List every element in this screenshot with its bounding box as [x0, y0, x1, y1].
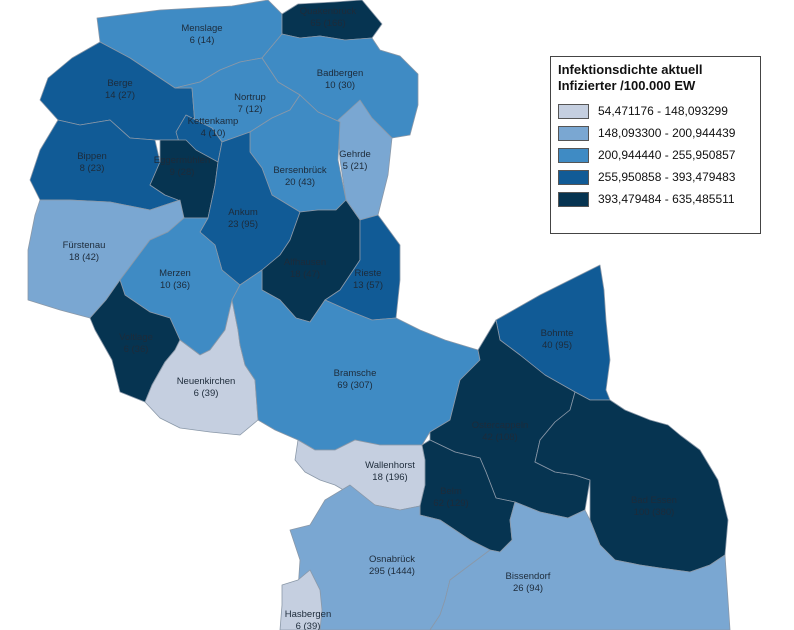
label-rieste-stats: 13 (57) — [353, 280, 383, 291]
legend-range-class5: 393,479484 - 635,485511 — [598, 192, 735, 206]
label-bissendorf-stats: 26 (94) — [513, 583, 543, 594]
label-ankum-stats: 23 (95) — [228, 219, 258, 230]
label-fuerstenau-stats: 18 (42) — [69, 252, 99, 263]
label-gehrde-name: Gehrde — [339, 149, 371, 160]
label-alfhausen-name: Alfhausen — [284, 257, 326, 268]
label-badbergen-stats: 10 (30) — [325, 80, 355, 91]
legend-row: 255,950858 - 393,479483 — [558, 166, 753, 188]
label-badessen-name: Bad Essen — [631, 495, 677, 506]
label-ostercappeln-stats: 42 (108) — [482, 432, 517, 443]
label-ankum-name: Ankum — [228, 207, 258, 218]
legend-swatch-class2 — [558, 125, 589, 141]
label-hasbergen-name: Hasbergen — [285, 609, 331, 620]
label-bohmte-stats: 40 (95) — [542, 340, 572, 351]
label-hasbergen-stats: 6 (39) — [296, 621, 321, 630]
map-legend: Infektionsdichte aktuell Infizierter /10… — [550, 56, 761, 234]
legend-title-line1: Infektionsdichte aktuell — [558, 62, 703, 77]
legend-swatch-class5 — [558, 191, 589, 207]
label-badessen-stats: 100 (380) — [634, 507, 675, 518]
label-voltlage-stats: 6 (36) — [124, 344, 149, 355]
label-bersenbrueck-stats: 20 (43) — [285, 177, 315, 188]
legend-range-class1: 54,471176 - 148,093299 — [598, 104, 728, 118]
label-gehrde-stats: 5 (21) — [343, 161, 368, 172]
label-bramsche-name: Bramsche — [334, 368, 377, 379]
legend-swatch-class1 — [558, 103, 589, 119]
legend-row: 393,479484 - 635,485511 — [558, 188, 753, 210]
label-berge-stats: 14 (27) — [105, 90, 135, 101]
label-bippen-stats: 8 (23) — [80, 163, 105, 174]
label-nortrup-stats: 7 (12) — [238, 104, 263, 115]
label-menslage-name: Menslage — [181, 23, 222, 34]
legend-title: Infektionsdichte aktuell Infizierter /10… — [558, 62, 753, 94]
label-fuerstenau-name: Fürstenau — [63, 240, 106, 251]
label-quakenbrueck-name: Quakenbrück — [300, 6, 357, 17]
label-eggermuehlen-name: Eggermühlen — [154, 155, 211, 166]
label-neuenkirchen-name: Neuenkirchen — [177, 376, 236, 387]
label-bippen-name: Bippen — [77, 151, 107, 162]
label-osnabrueck-stats: 295 (1444) — [369, 566, 415, 577]
legend-row: 148,093300 - 200,944439 — [558, 122, 753, 144]
legend-swatch-class3 — [558, 147, 589, 163]
label-rieste-name: Rieste — [355, 268, 382, 279]
label-alfhausen-stats: 18 (47) — [290, 269, 320, 280]
legend-row: 54,471176 - 148,093299 — [558, 100, 753, 122]
legend-title-line2: Infizierter /100.000 EW — [558, 78, 696, 93]
label-merzen-stats: 10 (36) — [160, 280, 190, 291]
region-ostercappeln — [429, 319, 591, 519]
label-bissendorf-name: Bissendorf — [506, 571, 551, 582]
label-menslage-stats: 6 (14) — [190, 35, 215, 46]
label-berge-name: Berge — [107, 78, 132, 89]
legend-swatch-class4 — [558, 169, 589, 185]
region-hasbergen — [279, 569, 323, 630]
label-badbergen-name: Badbergen — [317, 68, 363, 79]
region-gehrde — [337, 99, 393, 221]
legend-row: 200,944440 - 255,950857 — [558, 144, 753, 166]
label-bohmte-name: Bohmte — [541, 328, 574, 339]
region-osnabrueck — [289, 484, 491, 630]
label-kettenkamp-name: Kettenkamp — [188, 116, 239, 127]
label-ostercappeln-name: Ostercappeln — [472, 420, 529, 431]
legend-range-class3: 200,944440 - 255,950857 — [598, 148, 736, 162]
region-bissendorf — [429, 501, 731, 630]
label-bersenbrueck-name: Bersenbrück — [273, 165, 327, 176]
label-osnabrueck-name: Osnabrück — [369, 554, 415, 565]
label-kettenkamp-stats: 4 (10) — [201, 128, 226, 139]
label-belm-stats: 62 (129) — [433, 498, 468, 509]
label-bramsche-stats: 69 (307) — [337, 380, 372, 391]
legend-range-class2: 148,093300 - 200,944439 — [598, 126, 736, 140]
label-wallenhorst-name: Wallenhorst — [365, 460, 415, 471]
label-quakenbrueck-stats: 65 (166) — [310, 18, 345, 29]
legend-range-class4: 255,950858 - 393,479483 — [598, 170, 736, 184]
label-eggermuehlen-stats: 9 (28) — [170, 167, 195, 178]
label-nortrup-name: Nortrup — [234, 92, 266, 103]
label-wallenhorst-stats: 18 (196) — [372, 472, 407, 483]
label-voltlage-name: Voltlage — [119, 332, 153, 343]
label-neuenkirchen-stats: 6 (39) — [194, 388, 219, 399]
label-belm-name: Belm — [440, 486, 462, 497]
label-merzen-name: Merzen — [159, 268, 191, 279]
